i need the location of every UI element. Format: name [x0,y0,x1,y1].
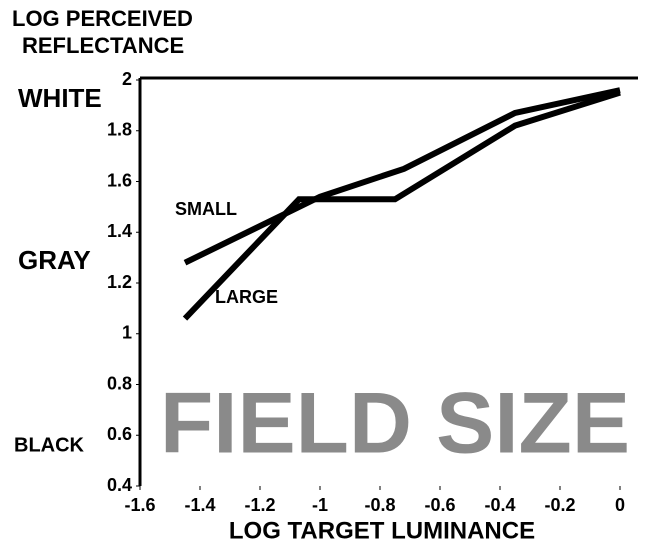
x-tick-label: -0.8 [364,495,395,515]
x-tick-label: 0 [615,495,625,515]
x-tick-label: -1.2 [244,495,275,515]
y-tick-label: 2 [122,69,132,89]
x-tick-label: -1 [312,495,328,515]
y-tick-label: 0.6 [107,424,132,444]
x-tick-label: -1.4 [184,495,215,515]
x-tick-label: -0.2 [544,495,575,515]
x-tick-label: -0.4 [484,495,515,515]
y-tick-label: 1.4 [107,221,132,241]
y-tick-label: 1.8 [107,120,132,140]
series-label: SMALL [175,199,237,219]
x-tick-label: -0.6 [424,495,455,515]
level-label: GRAY [18,245,91,275]
y-axis-label: REFLECTANCE [22,33,184,58]
x-axis-label: LOG TARGET LUMINANCE [229,517,535,544]
y-tick-label: 0.8 [107,373,132,393]
series-line [182,89,621,321]
watermark-text: FIELD SIZE [160,376,630,472]
series-line [183,87,621,266]
y-tick-label: 1.6 [107,170,132,190]
y-tick-label: 1 [122,323,132,343]
series-label: LARGE [215,287,278,307]
x-tick-label: -1.6 [124,495,155,515]
y-tick-label: 1.2 [107,272,132,292]
level-label: WHITE [18,83,102,113]
level-label: BLACK [14,434,85,456]
y-tick-label: 0.4 [107,475,132,495]
y-axis-label: LOG PERCEIVED [12,6,193,31]
